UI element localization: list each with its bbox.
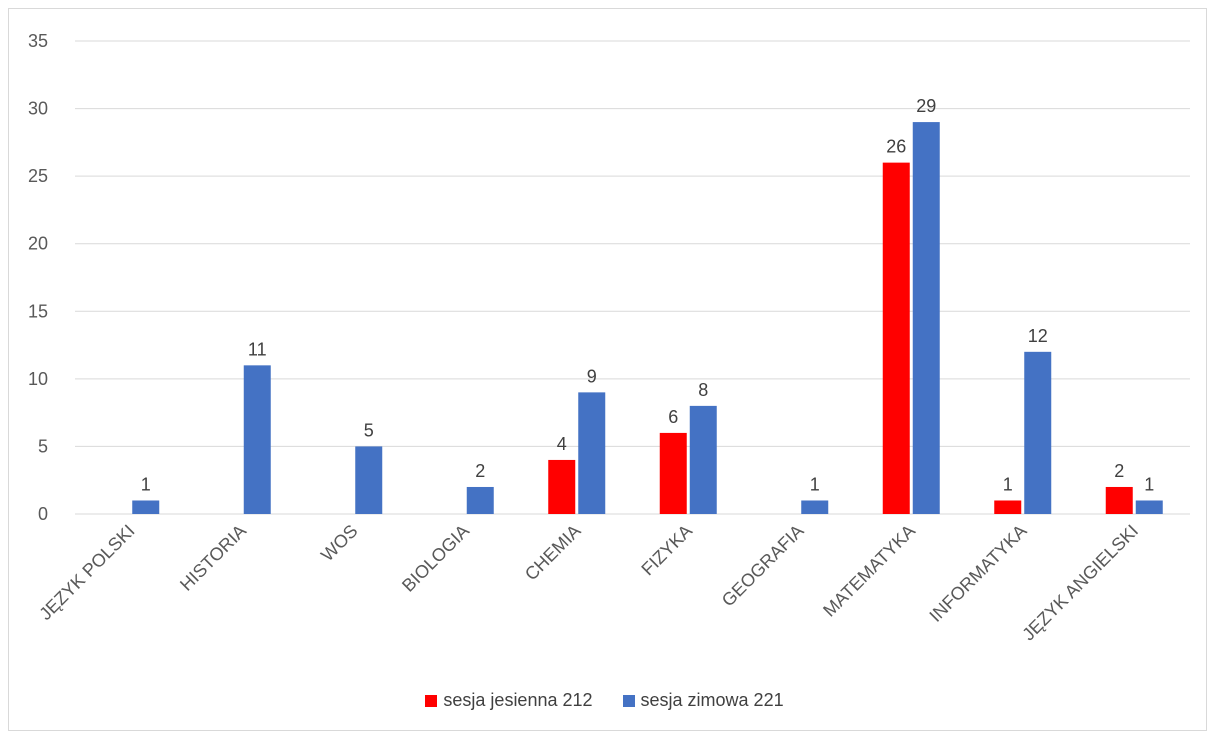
x-tick-label-9: JĘZYK ANGIELSKI <box>1018 521 1142 645</box>
bar-series-2-9 <box>1135 500 1163 514</box>
chart-frame <box>8 8 1207 731</box>
y-tick-label-25: 25 <box>28 166 48 186</box>
bar-series-1-7 <box>882 162 910 514</box>
bar-series-2-5 <box>689 405 717 514</box>
data-label-series-2-6: 1 <box>810 474 820 494</box>
bar-series-1-5 <box>659 432 687 514</box>
data-label-series-2-4: 9 <box>587 366 597 386</box>
data-label-series-1-7: 26 <box>886 137 906 157</box>
data-label-series-1-8: 1 <box>1003 474 1013 494</box>
legend-swatch-series-2 <box>622 694 635 707</box>
x-tick-label-6: GEOGRAFIA <box>718 521 808 611</box>
bar-series-2-1 <box>243 365 271 514</box>
legend-item-series-2: sesja zimowa 221 <box>622 690 784 711</box>
legend-swatch-series-1 <box>425 694 438 707</box>
x-tick-label-1: HISTORIA <box>176 521 250 595</box>
chart-legend: sesja jesienna 212 sesja zimowa 221 <box>0 690 1209 711</box>
legend-item-series-1: sesja jesienna 212 <box>425 690 593 711</box>
legend-label-series-1: sesja jesienna 212 <box>443 690 593 710</box>
data-label-series-1-4: 4 <box>557 434 567 454</box>
bar-series-2-2 <box>355 446 383 514</box>
bar-series-2-4 <box>578 392 606 514</box>
y-tick-label-20: 20 <box>28 234 48 254</box>
bar-series-1-8 <box>994 500 1022 514</box>
bar-series-2-6 <box>801 500 829 514</box>
data-label-series-1-5: 6 <box>668 407 678 427</box>
data-label-series-2-9: 1 <box>1144 474 1154 494</box>
data-label-series-2-2: 5 <box>364 420 374 440</box>
bar-series-2-3 <box>466 486 494 514</box>
bar-series-2-0 <box>132 500 160 514</box>
x-tick-label-0: JĘZYK POLSKI <box>35 521 138 624</box>
data-label-series-2-7: 29 <box>916 96 936 116</box>
x-tick-label-5: FIZYKA <box>637 521 696 580</box>
x-tick-label-4: CHEMIA <box>521 521 585 585</box>
x-tick-label-8: INFORMATYKA <box>925 521 1030 626</box>
bar-series-1-4 <box>548 459 576 514</box>
data-label-series-2-5: 8 <box>698 380 708 400</box>
y-tick-label-15: 15 <box>28 301 48 321</box>
data-label-series-2-1: 11 <box>248 339 267 359</box>
bar-series-2-8 <box>1024 351 1052 514</box>
y-tick-label-35: 35 <box>28 31 48 51</box>
y-tick-label-0: 0 <box>38 504 48 524</box>
data-label-series-2-0: 1 <box>141 474 151 494</box>
y-tick-label-5: 5 <box>38 436 48 456</box>
y-tick-label-30: 30 <box>28 99 48 119</box>
x-tick-label-7: MATEMATYKA <box>819 521 919 621</box>
bar-series-2-7 <box>912 122 940 514</box>
data-label-series-2-3: 2 <box>475 461 485 481</box>
data-label-series-2-8: 12 <box>1028 326 1048 346</box>
y-tick-label-10: 10 <box>28 369 48 389</box>
legend-label-series-2: sesja zimowa 221 <box>640 690 784 710</box>
bar-series-1-9 <box>1105 486 1133 514</box>
x-tick-label-2: WOS <box>317 521 362 566</box>
data-label-series-1-9: 2 <box>1114 461 1124 481</box>
x-tick-label-3: BIOLOGIA <box>398 521 473 596</box>
